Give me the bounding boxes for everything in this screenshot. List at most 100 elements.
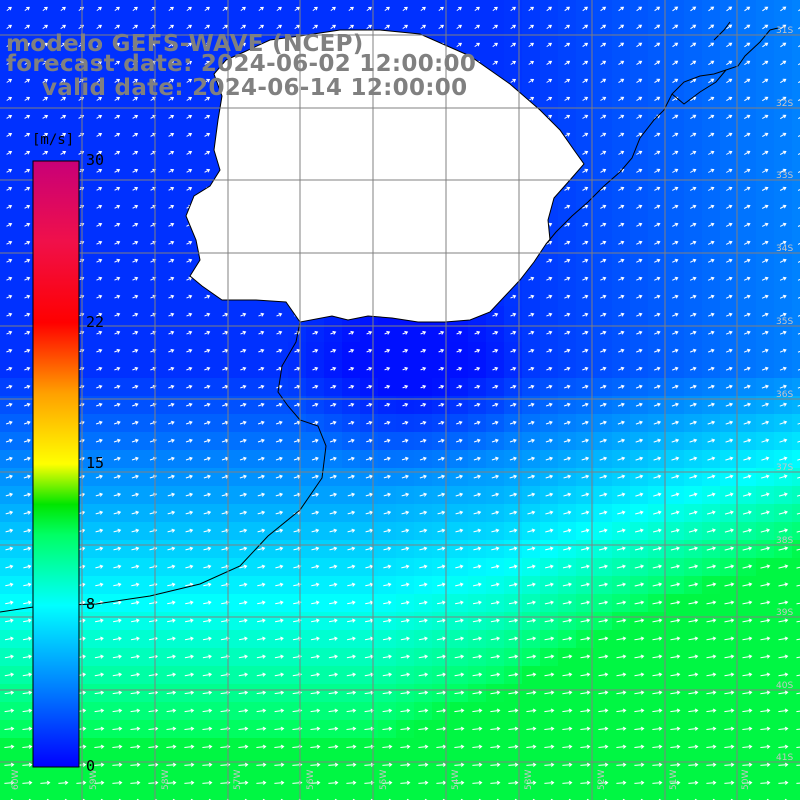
wind-arrow bbox=[564, 132, 571, 137]
wind-arrow bbox=[132, 132, 139, 137]
wind-arrow bbox=[670, 780, 681, 785]
wind-arrow bbox=[509, 528, 518, 533]
wind-arrow bbox=[708, 6, 715, 12]
wind-arrow bbox=[330, 24, 337, 30]
wind-arrow bbox=[274, 672, 285, 677]
wind-arrow bbox=[22, 726, 33, 731]
wind-arrow bbox=[366, 330, 373, 335]
wind-arrow bbox=[779, 330, 787, 335]
wind-arrow bbox=[726, 114, 733, 120]
wind-arrow bbox=[690, 114, 697, 120]
wind-arrow bbox=[473, 564, 482, 569]
wind-arrow bbox=[743, 294, 751, 299]
wind-arrow bbox=[580, 762, 591, 767]
wind-arrow bbox=[563, 546, 572, 551]
wind-arrow bbox=[383, 474, 391, 479]
wind-arrow bbox=[761, 348, 769, 353]
wind-arrow bbox=[797, 332, 800, 335]
wind-arrow bbox=[186, 168, 193, 173]
wind-arrow bbox=[581, 474, 590, 479]
wind-cell bbox=[180, 792, 198, 800]
wind-arrow bbox=[616, 672, 627, 677]
wind-arrow bbox=[275, 438, 283, 443]
wind-arrow bbox=[167, 546, 176, 551]
wind-arrow bbox=[346, 780, 357, 785]
wind-arrow bbox=[23, 492, 32, 497]
latitude-label: 32S bbox=[776, 99, 793, 109]
wind-arrow bbox=[762, 42, 769, 48]
wind-arrow bbox=[364, 780, 375, 785]
wind-arrow bbox=[743, 312, 751, 317]
wind-arrow bbox=[689, 474, 698, 479]
wind-arrow bbox=[473, 474, 482, 479]
wind-arrow bbox=[257, 456, 265, 461]
wind-arrow bbox=[472, 618, 482, 623]
wind-arrow bbox=[744, 150, 751, 156]
wind-arrow bbox=[186, 258, 193, 263]
wind-arrow bbox=[96, 348, 103, 353]
wind-arrow bbox=[276, 330, 283, 335]
wind-arrow bbox=[580, 672, 591, 677]
wind-arrow bbox=[509, 510, 518, 515]
wind-arrow bbox=[688, 618, 699, 623]
wind-arrow bbox=[545, 402, 553, 407]
wind-arrow bbox=[779, 348, 787, 353]
wind-arrow bbox=[436, 600, 446, 605]
wind-arrow bbox=[24, 222, 31, 227]
wind-arrow bbox=[600, 96, 607, 101]
wind-arrow bbox=[202, 690, 213, 695]
wind-arrow bbox=[652, 780, 663, 785]
wind-arrow bbox=[96, 78, 103, 83]
wind-arrow bbox=[256, 690, 267, 695]
wind-arrow bbox=[473, 528, 482, 533]
wind-arrow bbox=[401, 474, 409, 479]
wind-arrow bbox=[258, 330, 265, 335]
wind-arrow bbox=[778, 600, 789, 605]
wind-cell bbox=[792, 18, 800, 36]
colorbar-tick-label: 30 bbox=[86, 151, 105, 169]
wind-arrow bbox=[438, 330, 445, 335]
wind-arrow bbox=[348, 384, 355, 389]
wind-arrow bbox=[312, 348, 319, 353]
wind-arrow bbox=[132, 60, 139, 65]
wind-arrow bbox=[168, 132, 175, 137]
wind-arrow bbox=[239, 582, 248, 587]
wind-arrow bbox=[546, 276, 553, 281]
wind-arrow bbox=[311, 564, 320, 569]
wind-arrow bbox=[760, 618, 771, 623]
wind-arrow bbox=[778, 762, 789, 767]
wind-arrow bbox=[274, 654, 284, 659]
wind-arrow bbox=[671, 474, 680, 479]
wind-arrow bbox=[455, 474, 464, 479]
wind-arrow bbox=[330, 420, 337, 425]
wind-arrow bbox=[509, 546, 518, 551]
wind-arrow bbox=[239, 510, 248, 515]
wind-arrow bbox=[598, 582, 609, 587]
wind-arrow bbox=[581, 528, 590, 533]
wind-arrow bbox=[401, 528, 410, 533]
wind-arrow bbox=[112, 744, 123, 749]
wind-arrow bbox=[580, 690, 591, 695]
wind-arrow bbox=[203, 510, 212, 515]
wind-arrow bbox=[456, 402, 463, 407]
wind-arrow bbox=[726, 204, 733, 209]
wind-cell bbox=[522, 792, 540, 800]
wind-arrow bbox=[546, 258, 553, 263]
wind-arrow bbox=[527, 420, 535, 425]
wind-arrow bbox=[690, 348, 697, 353]
wind-arrow bbox=[167, 600, 176, 605]
wind-arrow bbox=[456, 330, 463, 335]
wind-arrow bbox=[797, 152, 800, 156]
wind-arrow bbox=[184, 726, 195, 731]
wind-cell bbox=[792, 54, 800, 72]
wind-arrow bbox=[454, 744, 465, 749]
wind-arrow bbox=[796, 710, 800, 713]
wind-cell bbox=[486, 792, 504, 800]
wind-arrow bbox=[148, 744, 159, 749]
wind-arrow bbox=[240, 402, 247, 407]
wind-arrow bbox=[724, 708, 735, 713]
wind-arrow bbox=[328, 654, 338, 659]
wind-cell bbox=[198, 792, 216, 800]
wind-arrow bbox=[312, 330, 319, 335]
